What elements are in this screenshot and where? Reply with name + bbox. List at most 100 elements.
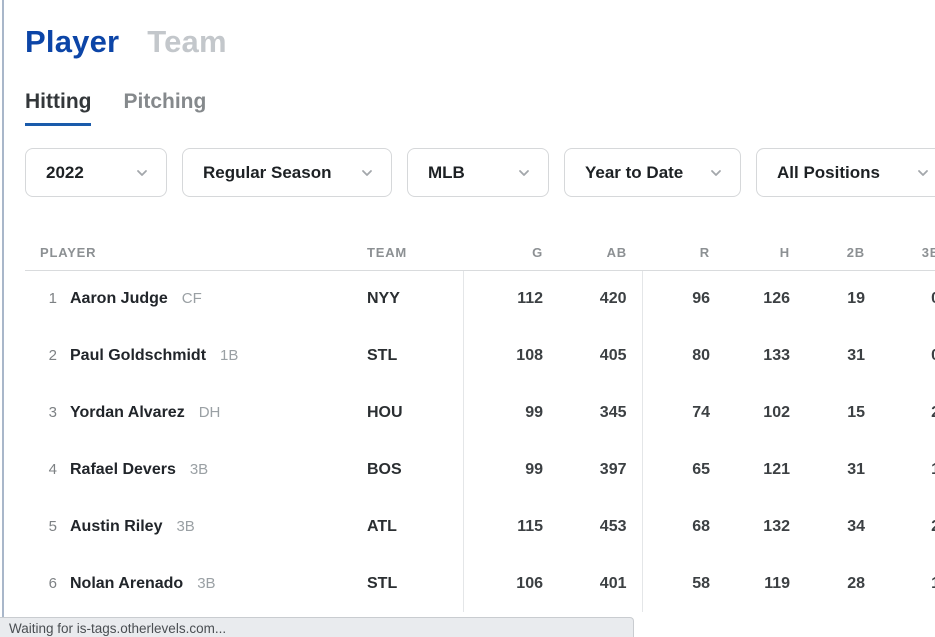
team-cell: NYY	[367, 289, 400, 307]
stat-h: 102	[763, 403, 790, 421]
player-cell: Rafael Devers 3B	[70, 441, 360, 498]
table-row: 3 Yordan Alvarez DH HOU 99 345 74 102 15 …	[25, 384, 935, 441]
stat-ab: 420	[599, 289, 627, 307]
stat-2b: 15	[847, 403, 865, 421]
stat-ab: 401	[599, 574, 627, 592]
stat-g: 108	[462, 327, 558, 384]
chevron-down-icon	[137, 169, 147, 176]
stat-3b: 2	[880, 498, 935, 555]
rank-cell: 4	[48, 461, 57, 478]
rank-cell: 6	[48, 575, 57, 592]
position-dropdown[interactable]: All Positions	[756, 148, 935, 197]
player-name-link[interactable]: Yordan Alvarez	[70, 403, 185, 421]
stat-h: 132	[763, 517, 790, 535]
player-name-link[interactable]: Rafael Devers	[70, 460, 176, 478]
table-row: 6 Nolan Arenado 3B STL 106 401 58 119 28 …	[25, 555, 935, 612]
chevron-down-icon	[918, 169, 928, 176]
stat-r: 96	[641, 270, 725, 327]
stats-page: Player Team Hitting Pitching 2022 Regula…	[25, 24, 935, 612]
column-header-g[interactable]: G	[463, 236, 558, 271]
season-dropdown[interactable]: 2022	[25, 148, 167, 197]
table-row: 1 Aaron Judge CF NYY 112 420 96 126 19 0	[25, 270, 935, 327]
stat-type-tabs: Hitting Pitching	[25, 90, 935, 126]
player-position: 3B	[197, 574, 216, 592]
team-cell: STL	[367, 346, 398, 364]
tab-hitting[interactable]: Hitting	[25, 90, 92, 126]
stat-2b: 31	[847, 346, 865, 364]
window-edge-line	[2, 0, 4, 637]
season-type-dropdown[interactable]: Regular Season	[182, 148, 392, 197]
stat-2b: 34	[847, 517, 865, 535]
table-header-row: PLAYER TEAM G AB R H 2B 3B	[25, 236, 935, 271]
filter-bar: 2022 Regular Season MLB Year to Date All…	[25, 148, 935, 197]
column-header-r[interactable]: R	[642, 236, 725, 271]
stat-h: 126	[763, 289, 790, 307]
date-range-dropdown-label: Year to Date	[585, 162, 684, 182]
stat-r: 68	[641, 498, 725, 555]
season-type-dropdown-label: Regular Season	[203, 162, 332, 182]
stat-2b: 31	[847, 460, 865, 478]
stat-g: 115	[462, 498, 558, 555]
column-header-3b[interactable]: 3B	[880, 236, 935, 271]
player-position: 3B	[176, 517, 195, 535]
column-header-player[interactable]: PLAYER	[25, 236, 360, 271]
table-row: 5 Austin Riley 3B ATL 115 453 68 132 34 2	[25, 498, 935, 555]
tab-pitching[interactable]: Pitching	[123, 90, 207, 113]
position-dropdown-label: All Positions	[777, 162, 880, 182]
stat-3b: 0	[880, 270, 935, 327]
player-cell: Paul Goldschmidt 1B	[70, 327, 360, 384]
stat-ab: 405	[599, 346, 627, 364]
browser-status-text: Waiting for is-tags.otherlevels.com...	[9, 621, 227, 636]
date-range-dropdown[interactable]: Year to Date	[564, 148, 741, 197]
player-cell: Yordan Alvarez DH	[70, 384, 360, 441]
season-dropdown-label: 2022	[46, 162, 84, 182]
table-row: 4 Rafael Devers 3B BOS 99 397 65 121 31 1	[25, 441, 935, 498]
stat-r: 65	[641, 441, 725, 498]
rank-cell: 5	[48, 518, 57, 535]
stat-h: 133	[763, 346, 790, 364]
league-dropdown-label: MLB	[428, 162, 465, 182]
chevron-down-icon	[362, 169, 372, 176]
team-cell: HOU	[367, 403, 403, 421]
player-name-link[interactable]: Nolan Arenado	[70, 574, 184, 592]
league-dropdown[interactable]: MLB	[407, 148, 549, 197]
nav-player[interactable]: Player	[25, 24, 120, 59]
player-position: 3B	[189, 460, 209, 478]
player-cell: Austin Riley 3B	[70, 498, 360, 555]
stat-ab: 453	[599, 517, 627, 535]
stat-2b: 19	[847, 289, 865, 307]
team-cell: ATL	[367, 517, 397, 535]
nav-team[interactable]: Team	[147, 24, 227, 59]
stat-h: 121	[763, 460, 790, 478]
column-header-ab[interactable]: AB	[558, 236, 642, 271]
stat-2b: 28	[847, 574, 865, 592]
column-header-h[interactable]: H	[725, 236, 805, 271]
table-row: 2 Paul Goldschmidt 1B STL 108 405 80 133 …	[25, 327, 935, 384]
stat-g: 106	[462, 555, 558, 612]
player-name-link[interactable]: Paul Goldschmidt	[70, 346, 207, 364]
hitting-stats-table: PLAYER TEAM G AB R H 2B 3B 1 Aaron Judge…	[25, 236, 935, 612]
team-cell: BOS	[367, 460, 402, 478]
column-header-team[interactable]: TEAM	[360, 236, 463, 271]
player-cell: Nolan Arenado 3B	[70, 555, 360, 612]
stat-3b: 0	[880, 327, 935, 384]
player-cell: Aaron Judge CF	[70, 270, 360, 327]
chevron-down-icon	[519, 169, 529, 176]
stat-r: 80	[641, 327, 725, 384]
player-position: 1B	[220, 346, 239, 364]
stat-3b: 1	[880, 441, 935, 498]
stat-g: 99	[462, 384, 558, 441]
browser-status-bar: Waiting for is-tags.otherlevels.com...	[0, 617, 634, 637]
stat-r: 74	[641, 384, 725, 441]
player-position: DH	[198, 403, 221, 421]
rank-cell: 3	[48, 404, 57, 421]
column-header-2b[interactable]: 2B	[805, 236, 880, 271]
player-name-link[interactable]: Aaron Judge	[70, 289, 168, 307]
player-name-link[interactable]: Austin Riley	[70, 517, 163, 535]
stat-g: 112	[462, 270, 558, 327]
stat-ab: 397	[599, 460, 627, 478]
stat-3b: 2	[880, 384, 935, 441]
chevron-down-icon	[711, 169, 721, 176]
stat-h: 119	[764, 574, 790, 592]
rank-cell: 2	[48, 347, 57, 364]
